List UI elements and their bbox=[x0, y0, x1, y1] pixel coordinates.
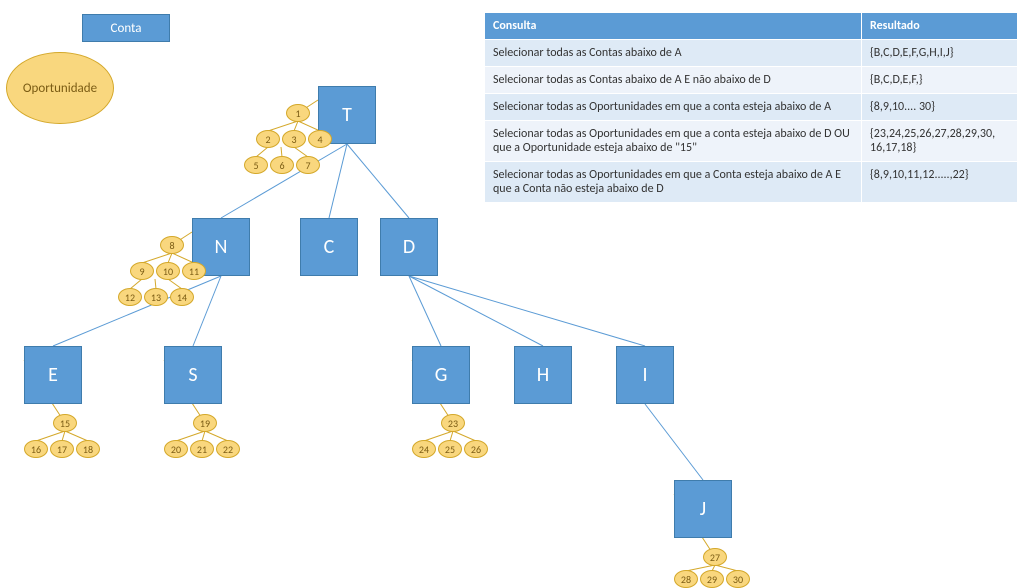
opp-18: 18 bbox=[76, 440, 100, 458]
opp-26: 26 bbox=[464, 440, 488, 458]
opp-23: 23 bbox=[441, 414, 465, 432]
opp-25: 25 bbox=[438, 440, 462, 458]
cell-consulta: Selecionar todas as Oportunidades em que… bbox=[485, 121, 862, 162]
node-H: H bbox=[514, 346, 572, 404]
opp-12: 12 bbox=[118, 288, 142, 306]
table-row: Selecionar todas as Contas abaixo de A{B… bbox=[485, 40, 1018, 67]
opp-30: 30 bbox=[726, 570, 750, 588]
col-resultado: Resultado bbox=[862, 13, 1018, 40]
node-I: I bbox=[616, 346, 674, 404]
opp-9: 9 bbox=[130, 262, 154, 280]
opp-8: 8 bbox=[160, 236, 184, 254]
node-G: G bbox=[412, 346, 470, 404]
table-row: Selecionar todas as Contas abaixo de A E… bbox=[485, 67, 1018, 94]
cell-consulta: Selecionar todas as Contas abaixo de A bbox=[485, 40, 862, 67]
cell-consulta: Selecionar todas as Oportunidades em que… bbox=[485, 162, 862, 203]
opp-16: 16 bbox=[24, 440, 48, 458]
opp-24: 24 bbox=[412, 440, 436, 458]
opp-4: 4 bbox=[308, 130, 332, 148]
node-E: E bbox=[24, 346, 82, 404]
legend-conta-label: Conta bbox=[111, 21, 142, 36]
opp-28: 28 bbox=[674, 570, 698, 588]
cell-resultado: {23,24,25,26,27,28,29,30, 16,17,18} bbox=[862, 121, 1018, 162]
opp-3: 3 bbox=[282, 130, 306, 148]
opp-13: 13 bbox=[144, 288, 168, 306]
opp-20: 20 bbox=[164, 440, 188, 458]
node-S: S bbox=[164, 346, 222, 404]
legend-opp-label: Oportunidade bbox=[23, 81, 97, 96]
node-C: C bbox=[300, 218, 358, 276]
opp-10: 10 bbox=[156, 262, 180, 280]
opp-29: 29 bbox=[700, 570, 724, 588]
opp-2: 2 bbox=[256, 130, 280, 148]
legend-opp-circle: Oportunidade bbox=[6, 52, 114, 124]
results-table: Consulta Resultado Selecionar todas as C… bbox=[484, 12, 1018, 203]
opp-17: 17 bbox=[50, 440, 74, 458]
table-body: Selecionar todas as Contas abaixo de A{B… bbox=[485, 40, 1018, 203]
cell-resultado: {8,9,10,11,12.....,22} bbox=[862, 162, 1018, 203]
opp-22: 22 bbox=[216, 440, 240, 458]
table-row: Selecionar todas as Oportunidades em que… bbox=[485, 94, 1018, 121]
opp-1: 1 bbox=[286, 104, 310, 122]
opp-14: 14 bbox=[170, 288, 194, 306]
node-D: D bbox=[380, 218, 438, 276]
table-row: Selecionar todas as Oportunidades em que… bbox=[485, 121, 1018, 162]
cell-consulta: Selecionar todas as Contas abaixo de A E… bbox=[485, 67, 862, 94]
col-consulta: Consulta bbox=[485, 13, 862, 40]
opp-11: 11 bbox=[182, 262, 206, 280]
opp-19: 19 bbox=[193, 414, 217, 432]
opp-21: 21 bbox=[190, 440, 214, 458]
cell-consulta: Selecionar todas as Oportunidades em que… bbox=[485, 94, 862, 121]
opp-6: 6 bbox=[270, 156, 294, 174]
opp-27: 27 bbox=[703, 548, 727, 566]
table-header-row: Consulta Resultado bbox=[485, 13, 1018, 40]
legend-conta-box: Conta bbox=[82, 14, 170, 42]
opp-7: 7 bbox=[296, 156, 320, 174]
cell-resultado: {8,9,10.... 30} bbox=[862, 94, 1018, 121]
cell-resultado: {B,C,D,E,F,G,H,I,J} bbox=[862, 40, 1018, 67]
opp-15: 15 bbox=[53, 414, 77, 432]
opp-5: 5 bbox=[244, 156, 268, 174]
node-J: J bbox=[674, 480, 732, 538]
cell-resultado: {B,C,D,E,F,} bbox=[862, 67, 1018, 94]
table-row: Selecionar todas as Oportunidades em que… bbox=[485, 162, 1018, 203]
